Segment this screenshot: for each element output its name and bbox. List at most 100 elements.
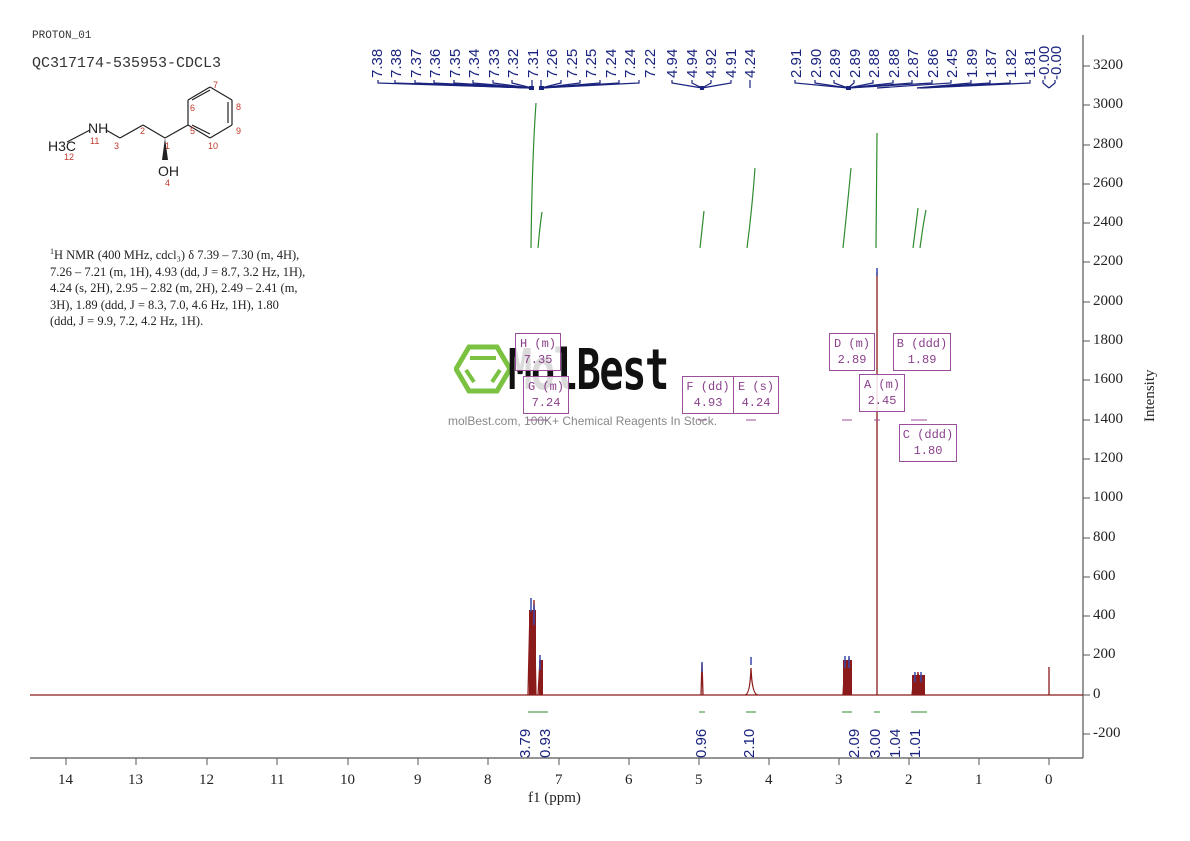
x-tick: 1: [975, 772, 983, 788]
x-tick: 10: [340, 772, 355, 788]
peak-label: 1.87: [983, 48, 1000, 78]
peak-label: 7.35: [447, 48, 464, 78]
y-tick: 3200: [1093, 57, 1123, 73]
y-tick: 2800: [1093, 136, 1123, 152]
integral-value: 0.96: [693, 728, 710, 758]
peak-label: 2.45: [944, 48, 961, 78]
peak-label: 4.94: [664, 48, 681, 78]
atom-number-7: 7: [213, 80, 219, 90]
multiplet-box-e: E (s) 4.24: [733, 376, 779, 414]
multiplet-box-a: A (m) 2.45: [859, 374, 905, 412]
atom-h3c: H3C: [48, 138, 77, 154]
x-tick: 2: [905, 772, 913, 788]
y-tick: 1200: [1093, 450, 1123, 466]
atom-number-12: 12: [64, 152, 75, 162]
y-tick: 2400: [1093, 214, 1123, 230]
atom-nh: NH: [88, 120, 109, 136]
watermark-tagline: molBest.com, 100K+ Chemical Reagents In …: [448, 414, 718, 428]
x-tick: 14: [58, 772, 73, 788]
y-tick: 1400: [1093, 411, 1123, 427]
y-tick: 0: [1093, 686, 1101, 702]
peak-label: 7.38: [369, 48, 386, 78]
integral-value: 1.04: [887, 728, 904, 758]
integral-value: 2.10: [741, 728, 758, 758]
y-tick: 1600: [1093, 371, 1123, 387]
y-axis-title: Intensity: [1142, 369, 1158, 423]
integral-value: 2.09: [846, 728, 863, 758]
peak-label: 2.86: [925, 48, 942, 78]
atom-number-3: 3: [114, 141, 120, 151]
x-axis-title: f1 (ppm): [528, 790, 581, 806]
y-tick: 400: [1093, 607, 1116, 623]
integral-value: 3.79: [517, 728, 534, 758]
peak-label: 4.94: [684, 48, 701, 78]
x-tick: 0: [1045, 772, 1053, 788]
x-tick: 11: [270, 772, 285, 788]
y-tick: 1000: [1093, 489, 1123, 505]
sample-id: QC317174-535953-CDCL3: [32, 55, 222, 72]
y-tick: -200: [1093, 725, 1121, 741]
atom-number-11: 11: [90, 136, 100, 146]
peak-label: 4.92: [703, 48, 720, 78]
peak-label: 7.32: [505, 48, 522, 78]
peak-label: 1.82: [1003, 48, 1020, 78]
y-tick: 2200: [1093, 253, 1123, 269]
y-tick: 2000: [1093, 293, 1123, 309]
x-tick: 12: [199, 772, 214, 788]
atom-number-5: 5: [190, 126, 196, 136]
integral-value: 0.93: [537, 728, 554, 758]
peak-label: 7.37: [408, 48, 425, 78]
atom-number-10: 10: [208, 141, 219, 151]
atom-number-6: 6: [190, 103, 196, 113]
atom-number-4: 4: [165, 178, 171, 188]
x-tick: 7: [555, 772, 563, 788]
peak-label: 7.24: [603, 48, 620, 78]
molbest-logo-icon: [454, 344, 512, 394]
multiplet-box-c: C (ddd) 1.80: [899, 424, 957, 462]
peak-label: 7.33: [486, 48, 503, 78]
multiplet-box-d: D (m) 2.89: [829, 333, 875, 371]
peak-label: 7.25: [583, 48, 600, 78]
peak-label: 7.25: [564, 48, 581, 78]
multiplet-box-g: G (m) 7.24: [523, 376, 569, 414]
x-tick: 6: [625, 772, 633, 788]
y-tick: 600: [1093, 568, 1116, 584]
peak-label: 7.34: [466, 48, 483, 78]
atom-oh: OH: [158, 163, 179, 179]
atom-number-2: 2: [140, 126, 146, 136]
x-tick: 8: [484, 772, 492, 788]
multiplet-box-f: F (dd) 4.93: [682, 376, 734, 414]
peak-label: 4.91: [723, 48, 740, 78]
molecule-structure: [66, 86, 233, 160]
experiment-label: PROTON_01: [32, 30, 92, 42]
peak-label: -0.00: [1048, 45, 1065, 80]
peak-label: 7.26: [544, 48, 561, 78]
peak-label: 7.22: [642, 48, 659, 78]
multiplet-box-b: B (ddd) 1.89: [893, 333, 951, 371]
peak-label: 7.36: [427, 48, 444, 78]
y-tick: 3000: [1093, 96, 1123, 112]
peak-label: 2.91: [788, 48, 805, 78]
peak-label: 2.88: [866, 48, 883, 78]
y-tick: 2600: [1093, 175, 1123, 191]
peak-label: 1.89: [964, 48, 981, 78]
atom-number-8: 8: [236, 102, 242, 112]
integral-value: 3.00: [867, 728, 884, 758]
atom-number-1: 1: [165, 141, 171, 151]
nmr-description: 1H NMR (400 MHz, cdcl₃) δ 7.39 – 7.30 (m…: [50, 247, 306, 329]
multiplet-box-h: H (m) 7.35: [515, 333, 561, 371]
peak-label: 2.89: [847, 48, 864, 78]
peak-label: 7.31: [525, 48, 542, 78]
peak-label: 2.88: [886, 48, 903, 78]
peak-label: 2.89: [827, 48, 844, 78]
peak-label: 2.87: [905, 48, 922, 78]
peak-label: 2.90: [808, 48, 825, 78]
peak-label: 7.24: [622, 48, 639, 78]
peak-label: 7.38: [388, 48, 405, 78]
integral-value: 1.01: [907, 728, 924, 758]
y-tick: 1800: [1093, 332, 1123, 348]
x-tick: 3: [835, 772, 843, 788]
x-tick: 13: [128, 772, 143, 788]
atom-number-9: 9: [236, 126, 242, 136]
